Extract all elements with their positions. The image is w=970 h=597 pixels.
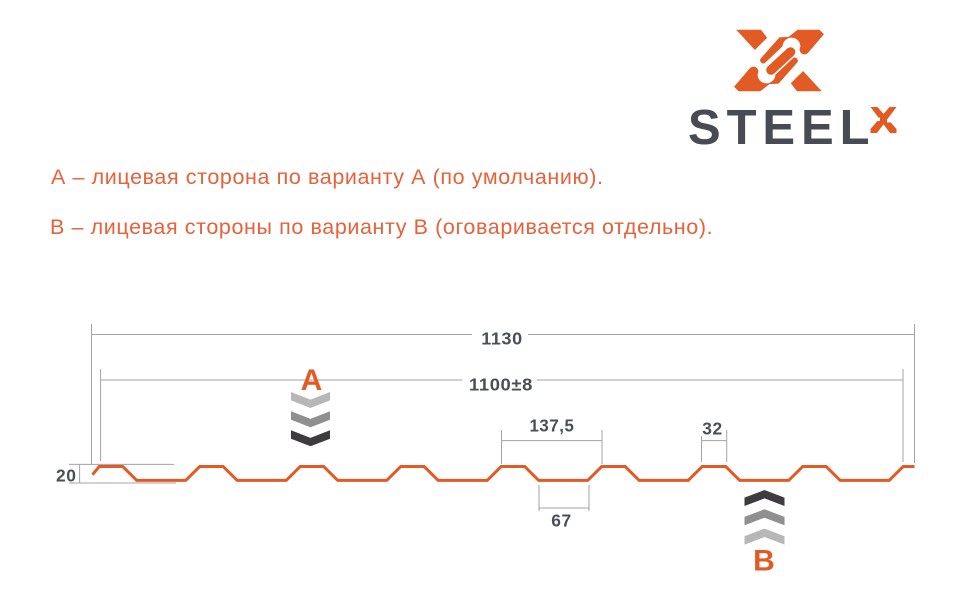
svg-text:А: А — [301, 364, 323, 397]
svg-text:В: В — [753, 545, 775, 578]
svg-text:67: 67 — [551, 511, 572, 531]
svg-text:1130: 1130 — [481, 329, 523, 349]
svg-text:1100±8: 1100±8 — [469, 374, 533, 394]
svg-text:32: 32 — [702, 419, 723, 439]
svg-text:20: 20 — [56, 466, 77, 486]
svg-text:137,5: 137,5 — [530, 416, 575, 436]
